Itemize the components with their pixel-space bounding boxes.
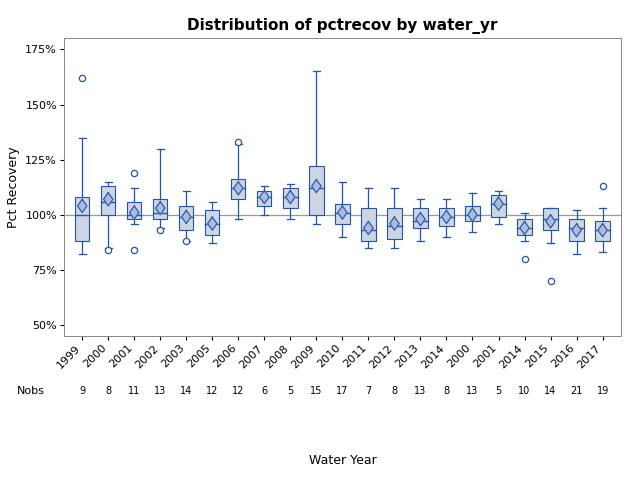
Text: 7: 7 [365,386,372,396]
Polygon shape [234,182,243,195]
Bar [257,191,271,206]
Text: 15: 15 [310,386,323,396]
Polygon shape [104,192,113,206]
Polygon shape [338,206,347,219]
Polygon shape [442,210,451,224]
Text: 8: 8 [105,386,111,396]
Text: 13: 13 [467,386,479,396]
Polygon shape [260,191,269,204]
Bar [439,208,454,226]
Polygon shape [494,197,503,210]
Polygon shape [156,202,165,215]
Polygon shape [572,224,581,237]
Polygon shape [390,217,399,230]
Bar [361,208,376,241]
Polygon shape [77,199,87,213]
Polygon shape [546,215,556,228]
Text: Nobs: Nobs [17,386,45,396]
Text: 17: 17 [336,386,349,396]
Bar [543,208,557,230]
Bar [309,166,324,215]
Text: 9: 9 [79,386,85,396]
Text: 13: 13 [154,386,166,396]
Text: 14: 14 [545,386,557,396]
Text: 8: 8 [444,386,449,396]
Polygon shape [312,180,321,192]
Bar [284,188,298,208]
Bar [595,221,610,241]
Bar [387,208,401,239]
Bar [570,219,584,241]
Bar [335,204,349,224]
Polygon shape [129,206,139,219]
Polygon shape [285,191,295,204]
Polygon shape [598,224,607,237]
Polygon shape [520,221,529,235]
Bar [413,208,428,228]
Bar [101,186,115,215]
Title: Distribution of pctrecov by water_yr: Distribution of pctrecov by water_yr [187,18,498,34]
Text: 13: 13 [414,386,427,396]
Y-axis label: Pct Recovery: Pct Recovery [7,146,20,228]
Text: 10: 10 [518,386,531,396]
Polygon shape [468,208,477,221]
Polygon shape [207,217,217,230]
Text: 11: 11 [128,386,140,396]
Bar [517,219,532,235]
Bar [179,206,193,230]
Text: 5: 5 [287,386,294,396]
Text: 12: 12 [232,386,244,396]
Polygon shape [182,210,191,224]
Text: 6: 6 [261,386,268,396]
Bar [231,180,246,199]
Text: 21: 21 [570,386,583,396]
Text: 12: 12 [206,386,218,396]
Text: 5: 5 [495,386,502,396]
Text: 19: 19 [596,386,609,396]
Bar [205,210,220,235]
Bar [153,199,168,219]
Bar [75,197,90,241]
Bar [465,206,479,221]
Text: 14: 14 [180,386,193,396]
Bar [492,195,506,217]
Polygon shape [364,221,373,235]
Polygon shape [416,213,425,226]
Bar [127,202,141,219]
Text: Water Year: Water Year [308,454,376,468]
Text: 8: 8 [392,386,397,396]
